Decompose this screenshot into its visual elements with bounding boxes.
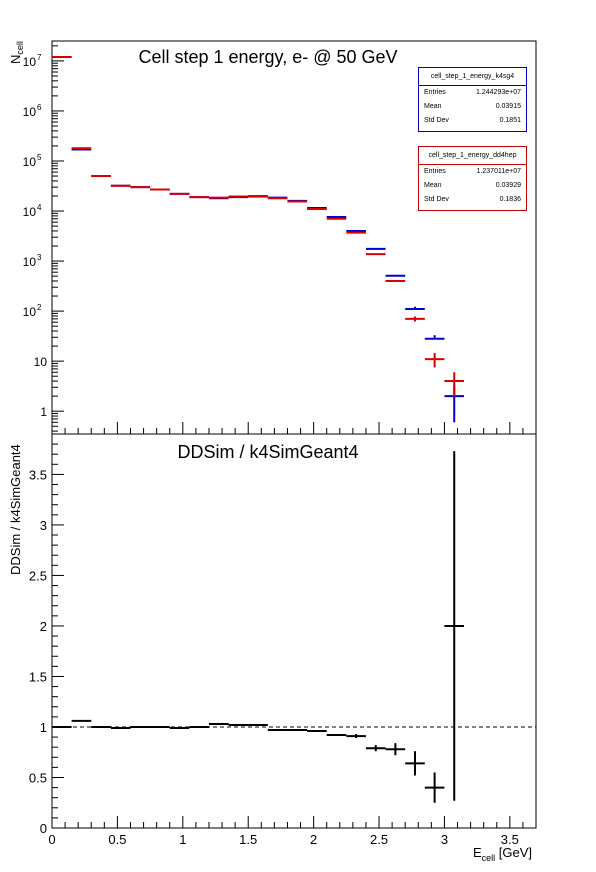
y-tick-label: 10: [23, 305, 37, 319]
stats-row-mean: Mean 0.03915: [419, 100, 526, 114]
stats-title-k4sg4: cell_step_1_energy_k4sg4: [419, 68, 526, 86]
ratio-y-tick-label: 2.5: [29, 568, 47, 583]
stats-row-entries: Entries 1.244293e+07: [419, 86, 526, 100]
x-tick-label: 2.5: [370, 832, 388, 847]
top-y-axis-label: Ncell: [8, 41, 25, 64]
x-tick-label: 3: [441, 832, 448, 847]
series-1: [52, 55, 465, 397]
x-axis-label: Ecell [GeV]: [473, 845, 532, 863]
series-0: [52, 55, 465, 423]
stats-label: Entries: [424, 89, 446, 96]
stats-box-dd4hep: cell_step_1_energy_dd4hep Entries 1.23701…: [418, 146, 527, 211]
y-tick-label: 10: [23, 205, 37, 219]
stats-label: Entries: [424, 168, 446, 175]
y-tick-label: 10: [23, 155, 37, 169]
y-tick-exponent: 7: [37, 53, 42, 62]
top-y-axis-label-sub: cell: [15, 41, 25, 55]
stats-title-dd4hep: cell_step_1_energy_dd4hep: [419, 147, 526, 165]
x-axis-label-main: E: [473, 845, 482, 860]
stats-value: 1.237011e+07: [476, 168, 521, 175]
top-y-axis-label-main: N: [8, 55, 23, 64]
y-tick-label: 10: [34, 355, 48, 369]
ratio-y-tick-label: 3: [40, 518, 47, 533]
x-tick-label: 0.5: [108, 832, 126, 847]
y-tick-label: 10: [23, 55, 37, 69]
stats-label: Mean: [424, 182, 442, 189]
stats-label: Std Dev: [424, 117, 449, 124]
ratio-y-tick-label: 1.5: [29, 669, 47, 684]
y-tick-label: 10: [23, 105, 37, 119]
ratio-y-tick-label: 2: [40, 619, 47, 634]
stats-row-mean: Mean 0.03929: [419, 179, 526, 193]
stats-box-k4sg4: cell_step_1_energy_k4sg4 Entries 1.244293…: [418, 67, 527, 132]
y-tick-exponent: 4: [37, 203, 42, 212]
stats-row-entries: Entries 1.237011e+07: [419, 165, 526, 179]
x-axis-label-unit: [GeV]: [495, 845, 532, 860]
stats-value: 1.244293e+07: [476, 89, 521, 96]
x-tick-label: 3.5: [501, 832, 519, 847]
stats-row-stddev: Std Dev 0.1836: [419, 193, 526, 207]
ratio-y-tick-label: 1: [40, 720, 47, 735]
y-tick-label: 10: [23, 255, 37, 269]
stats-value: 0.1851: [499, 117, 521, 124]
stats-row-stddev: Std Dev 0.1851: [419, 114, 526, 128]
ratio-y-tick-label: 0: [40, 821, 47, 836]
x-tick-label: 2: [310, 832, 317, 847]
stats-label: Std Dev: [424, 196, 449, 203]
stats-label: Mean: [424, 103, 442, 110]
x-tick-label: 1.5: [239, 832, 257, 847]
x-axis-label-sub: cell: [482, 853, 496, 863]
ratio-chart-title: DDSim / k4SimGeant4: [177, 442, 358, 462]
y-tick-exponent: 5: [37, 153, 42, 162]
y-tick-exponent: 3: [37, 253, 42, 262]
top-chart-title: Cell step 1 energy, e- @ 50 GeV: [138, 47, 397, 67]
stats-value: 0.03929: [495, 182, 521, 189]
stats-value: 0.03915: [495, 103, 521, 110]
ratio-plot-frame: [51, 433, 537, 829]
y-tick-label: 1: [40, 405, 47, 419]
y-tick-exponent: 2: [37, 303, 42, 312]
x-tick-label: 1: [179, 832, 186, 847]
x-tick-label: 0: [48, 832, 55, 847]
ratio-y-tick-label: 0.5: [29, 770, 47, 785]
stats-value: 0.1836: [499, 196, 521, 203]
ratio-series: [52, 451, 465, 803]
ratio-y-tick-label: 3.5: [29, 467, 47, 482]
y-tick-exponent: 6: [37, 103, 42, 112]
ratio-y-axis-label: DDSim / k4SimGeant4: [8, 444, 23, 575]
